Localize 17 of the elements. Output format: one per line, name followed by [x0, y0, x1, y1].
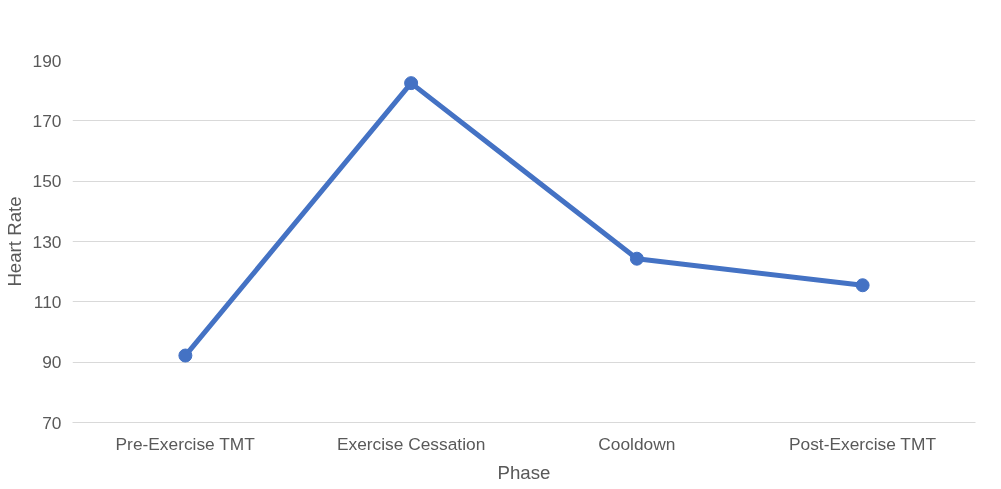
point — [178, 348, 193, 363]
x-tick-label: Cooldown — [598, 433, 676, 454]
x-tick-label: Post-Exercise TMT — [788, 433, 937, 454]
point — [404, 76, 419, 91]
y-tick-label: 110 — [33, 291, 62, 312]
y-tick-label: 170 — [32, 110, 62, 131]
point — [855, 278, 870, 293]
x-tick-label: Exercise Cessation — [336, 433, 486, 454]
point — [629, 251, 644, 266]
y-tick-label: 190 — [32, 50, 62, 71]
y-tick-label: 70 — [42, 412, 62, 433]
y-tick-label: 90 — [42, 352, 62, 373]
y-tick-label: 150 — [32, 171, 62, 192]
y-tick-label: 130 — [32, 231, 62, 252]
x-tick-label: Pre-Exercise TMT — [115, 433, 256, 454]
y-axis-title: Heart Rate — [3, 196, 25, 287]
x-axis-title: Phase — [497, 461, 551, 483]
